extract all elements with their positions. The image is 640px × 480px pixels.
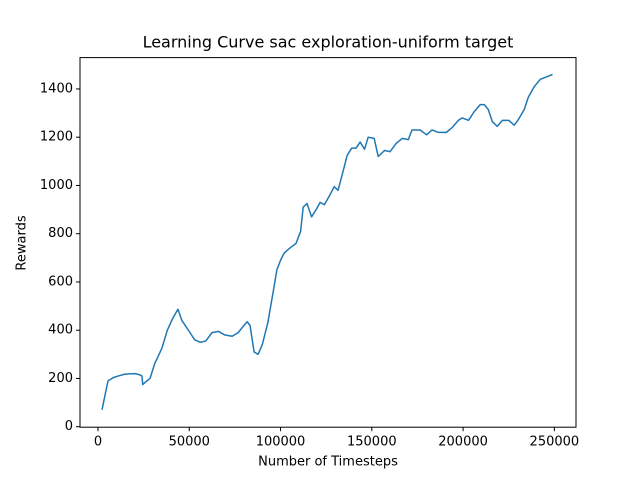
y-tick-label: 1400 <box>40 81 73 96</box>
y-tick-label: 1200 <box>40 130 73 145</box>
x-tick-label: 200000 <box>438 435 488 450</box>
x-tick-label: 0 <box>94 435 102 450</box>
y-tick-label: 200 <box>48 371 73 386</box>
x-axis-label: Number of Timesteps <box>258 455 398 470</box>
x-tick-label: 150000 <box>347 435 397 450</box>
x-tick-label: 50000 <box>169 435 210 450</box>
chart-title: Learning Curve sac exploration-uniform t… <box>143 33 514 52</box>
y-tick-label: 800 <box>48 226 73 241</box>
y-tick-label: 1000 <box>40 178 73 193</box>
y-axis-label: Rewards <box>15 215 30 270</box>
y-tick-label: 0 <box>65 419 73 434</box>
y-tick-label: 600 <box>48 274 73 289</box>
data-line <box>101 73 553 410</box>
axes-frame <box>79 57 577 428</box>
x-tick-label: 250000 <box>530 435 580 450</box>
y-tick-label: 400 <box>48 323 73 338</box>
x-tick-label: 100000 <box>256 435 306 450</box>
